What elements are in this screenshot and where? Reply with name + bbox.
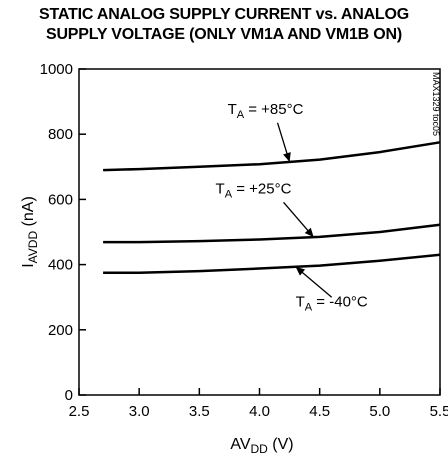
series-label-sub: A	[237, 109, 245, 121]
y-tick-label: 800	[48, 126, 73, 143]
y-tick-label: 600	[48, 191, 73, 208]
series-line-0	[103, 141, 441, 172]
series-label-2: TA = -40°C	[296, 293, 368, 313]
x-axis-label-sub: DD	[251, 442, 269, 456]
figure-id-watermark: MAX1329 toc05	[431, 72, 441, 136]
series-arrowhead-2	[295, 266, 306, 276]
series-label-main: T	[228, 101, 237, 118]
series-label-sub: A	[305, 301, 313, 313]
y-tick-label: 1000	[40, 61, 73, 78]
x-tick-label: 4.5	[309, 403, 330, 420]
series-label-main: T	[296, 293, 305, 310]
series-label-rest: = -40°C	[312, 293, 368, 310]
series-label-rest: = +25°C	[232, 181, 292, 198]
x-axis-label: AVDD (V)	[230, 436, 293, 456]
series-arrowhead-1	[304, 227, 314, 238]
y-axis-label: IAVDD (nA)	[20, 196, 40, 268]
x-tick-label: 2.5	[69, 403, 90, 420]
y-tick-label: 0	[65, 387, 73, 404]
axis-ticks: 2.5 3.0 3.5 4.0 4.5 5.0 5.5 0 200 400 600 800 1000	[40, 61, 448, 420]
x-axis-label-unit: (V)	[268, 436, 294, 453]
y-axis-label-main: I	[20, 263, 37, 267]
y-axis-label-unit: (nA)	[20, 196, 37, 231]
series-label-1: TA = +25°C	[216, 181, 292, 201]
series-label-rest: = +85°C	[244, 101, 304, 118]
chart-title-line-1: STATIC ANALOG SUPPLY CURRENT vs. ANALOG	[38, 6, 409, 23]
y-axis-label-sub: AVDD	[26, 231, 40, 264]
series-line-1	[103, 223, 441, 244]
x-axis-label-main: AV	[230, 436, 250, 453]
series-line-2	[103, 253, 441, 275]
series-annotations: TA = +85°CTA = +25°CTA = -40°C	[216, 101, 368, 313]
series-label-sub: A	[225, 189, 233, 201]
x-tick-label: 3.5	[189, 403, 210, 420]
series-label-main: T	[216, 181, 225, 198]
x-tick-label: 3.0	[129, 403, 150, 420]
y-tick-label: 200	[48, 322, 73, 339]
x-tick-label: 4.0	[249, 403, 270, 420]
series-lines	[103, 141, 441, 275]
chart-title-line-2: SUPPLY VOLTAGE (ONLY VM1A AND VM1B ON)	[45, 26, 403, 43]
x-tick-label: 5.0	[369, 403, 390, 420]
x-tick-label: 5.5	[430, 403, 448, 420]
series-label-0: TA = +85°C	[228, 101, 304, 121]
y-tick-label: 400	[48, 257, 73, 274]
series-arrowhead-0	[283, 152, 291, 162]
